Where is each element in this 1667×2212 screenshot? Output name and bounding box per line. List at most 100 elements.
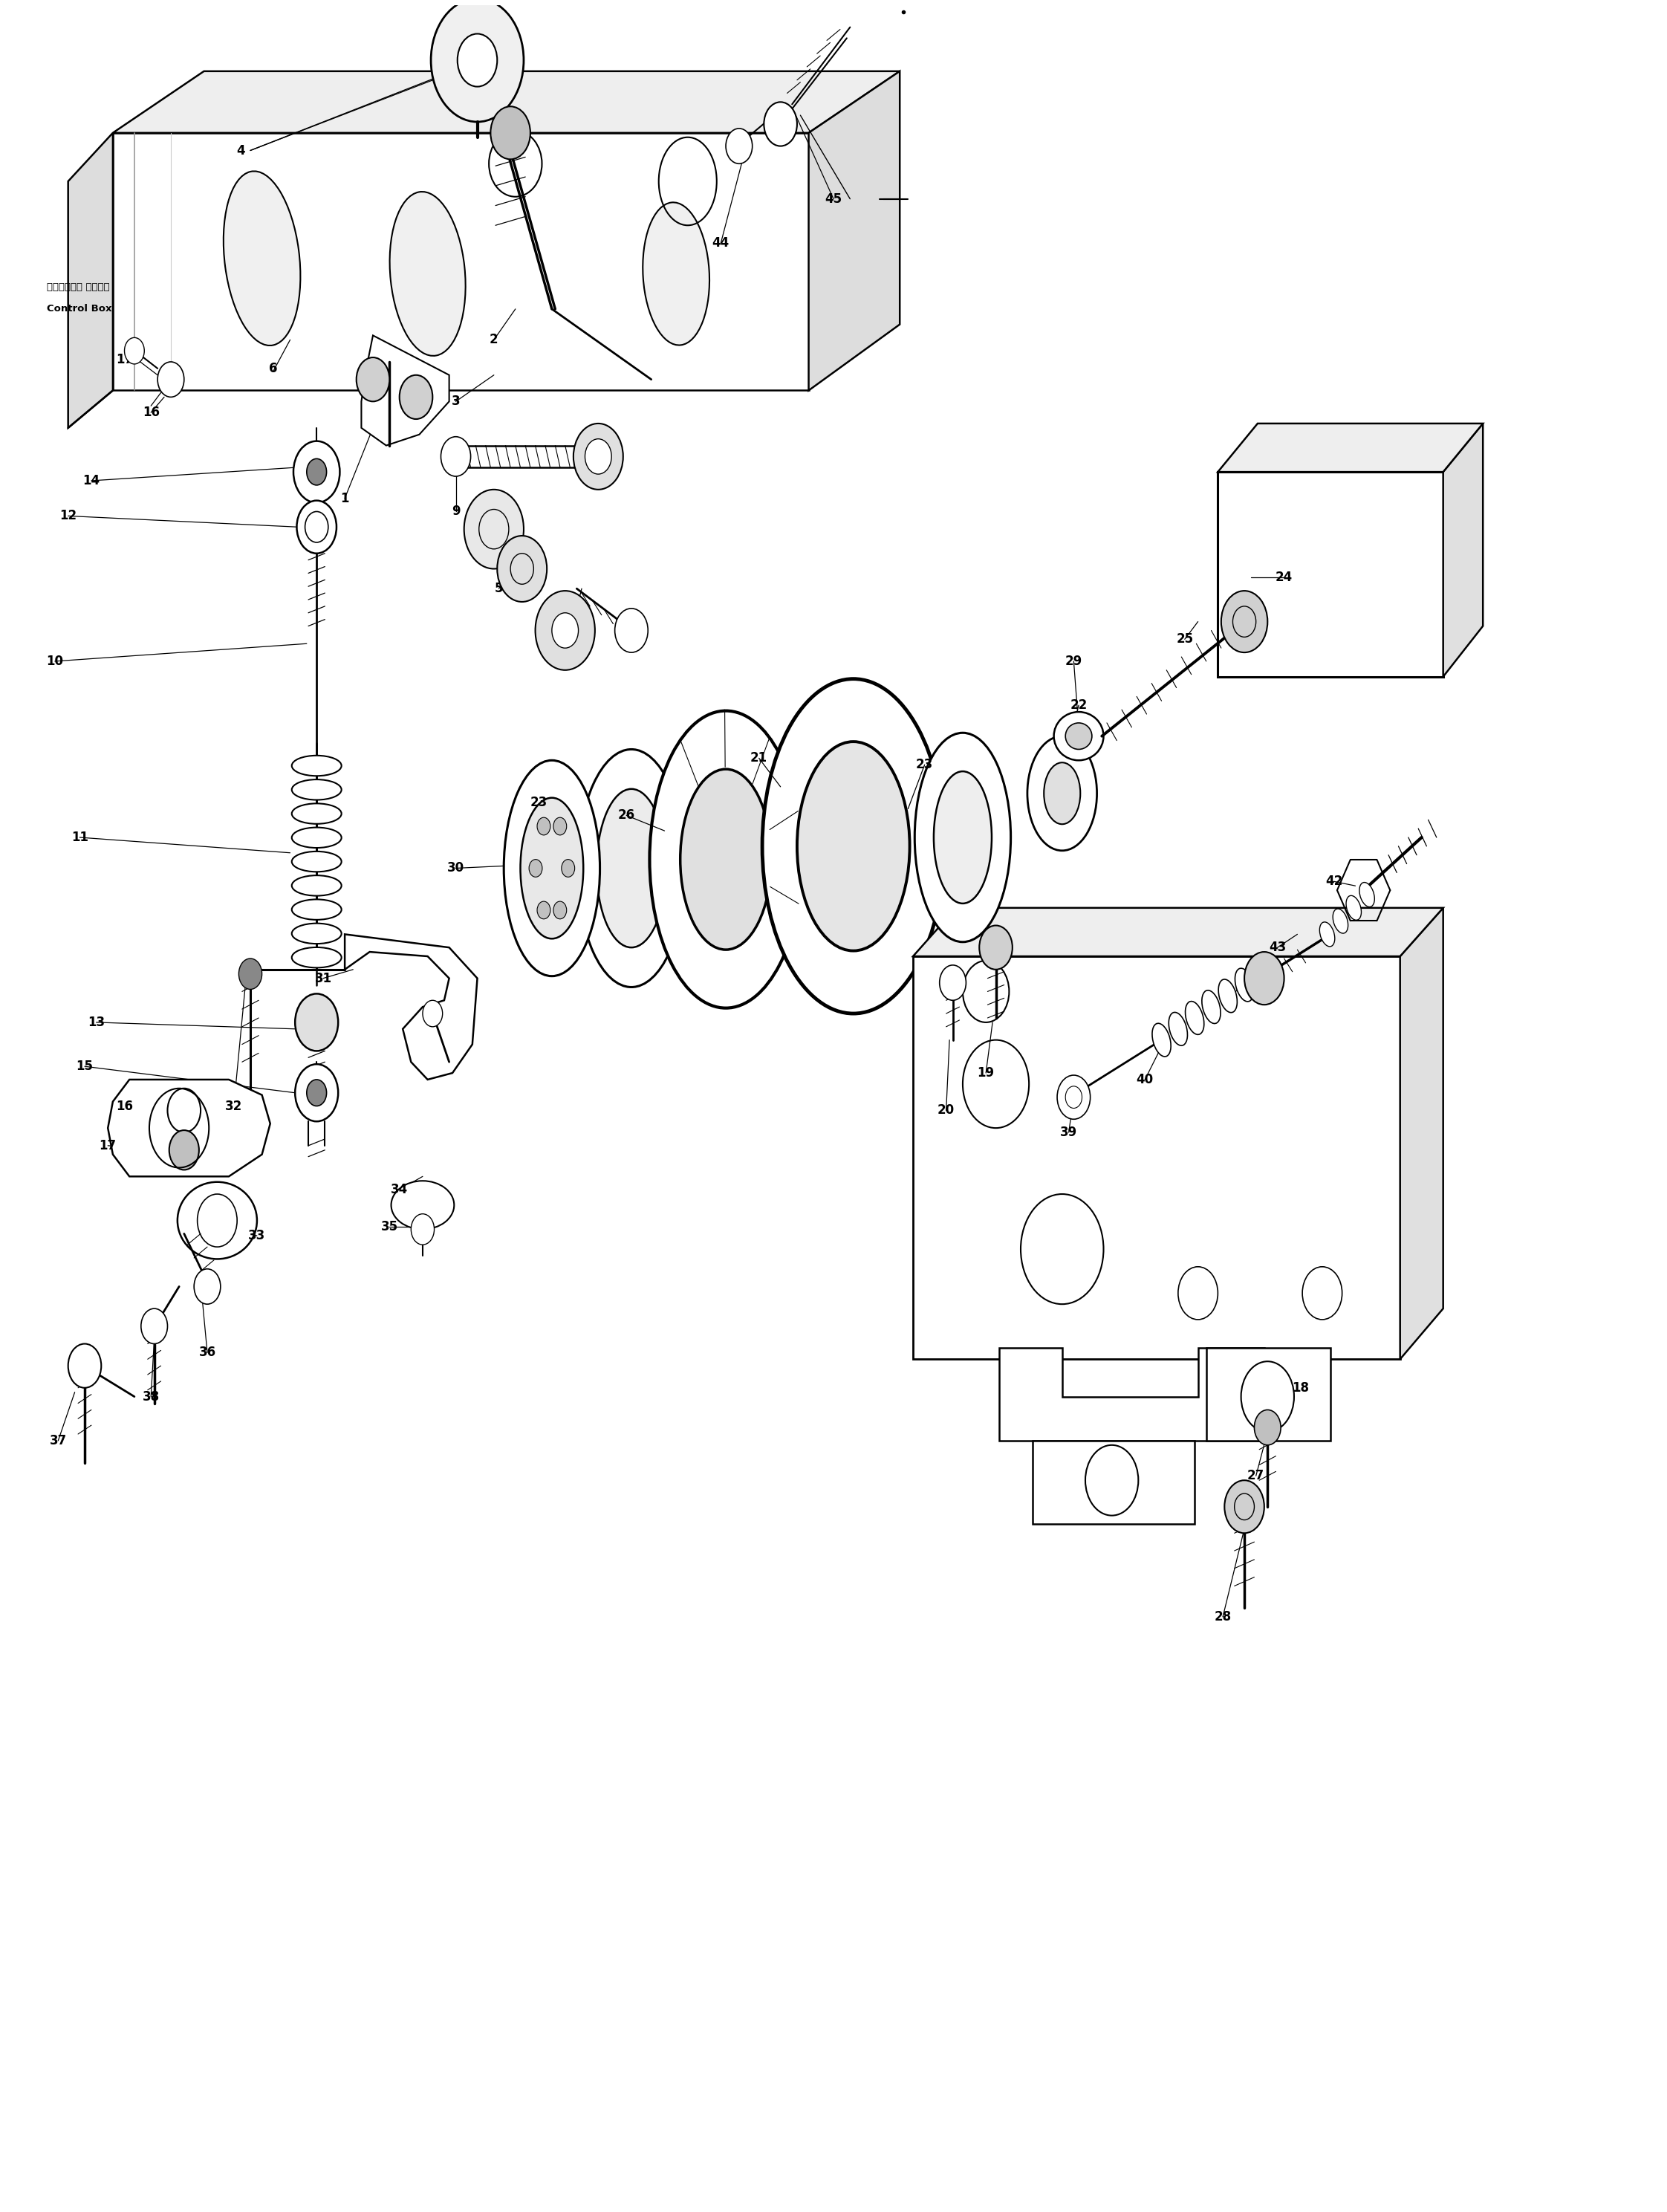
Ellipse shape	[650, 710, 802, 1009]
Circle shape	[307, 1079, 327, 1106]
Ellipse shape	[1027, 737, 1097, 852]
Circle shape	[400, 376, 432, 418]
Polygon shape	[1219, 422, 1484, 471]
Text: 35: 35	[382, 1221, 398, 1234]
Ellipse shape	[292, 852, 342, 872]
Text: 36: 36	[198, 1345, 215, 1360]
Text: 23: 23	[530, 796, 547, 810]
Circle shape	[553, 900, 567, 918]
Text: 44: 44	[712, 237, 730, 250]
Text: 40: 40	[1137, 1073, 1154, 1086]
Text: 12: 12	[60, 509, 77, 522]
Text: 45: 45	[825, 192, 842, 206]
Ellipse shape	[597, 790, 667, 947]
Ellipse shape	[1359, 883, 1375, 907]
Ellipse shape	[292, 803, 342, 823]
Ellipse shape	[1185, 1002, 1204, 1035]
Text: 38: 38	[142, 1389, 160, 1402]
Circle shape	[463, 489, 523, 568]
Text: 9: 9	[452, 504, 460, 518]
Text: 13: 13	[88, 1015, 105, 1029]
Circle shape	[238, 958, 262, 989]
Circle shape	[528, 860, 542, 876]
Text: 1: 1	[340, 491, 348, 504]
Circle shape	[1254, 1409, 1280, 1444]
Text: 37: 37	[50, 1433, 67, 1447]
Ellipse shape	[292, 757, 342, 776]
Text: 17: 17	[100, 1139, 117, 1152]
Text: 5: 5	[495, 582, 503, 595]
Ellipse shape	[177, 1181, 257, 1259]
Polygon shape	[1400, 907, 1444, 1358]
Ellipse shape	[643, 201, 710, 345]
Text: 18: 18	[1292, 1380, 1309, 1394]
Circle shape	[725, 128, 752, 164]
Circle shape	[537, 900, 550, 918]
Ellipse shape	[1347, 896, 1362, 920]
Text: 11: 11	[72, 832, 88, 845]
Ellipse shape	[520, 799, 583, 938]
Ellipse shape	[223, 170, 300, 345]
Ellipse shape	[1320, 922, 1335, 947]
Text: 2: 2	[490, 334, 498, 347]
Text: 30: 30	[447, 860, 465, 876]
Text: 6: 6	[482, 549, 490, 562]
Ellipse shape	[762, 679, 945, 1013]
Polygon shape	[914, 907, 1444, 956]
Ellipse shape	[392, 1181, 453, 1230]
Ellipse shape	[680, 770, 772, 949]
Circle shape	[423, 1000, 442, 1026]
Circle shape	[1057, 1075, 1090, 1119]
Circle shape	[125, 338, 145, 365]
Text: 16: 16	[117, 1099, 133, 1113]
Text: 25: 25	[1177, 633, 1194, 646]
Text: 4: 4	[237, 144, 245, 157]
Polygon shape	[1032, 1440, 1195, 1524]
Circle shape	[562, 860, 575, 876]
Circle shape	[440, 436, 470, 476]
Text: 15: 15	[77, 1060, 93, 1073]
Circle shape	[168, 1130, 198, 1170]
Ellipse shape	[1219, 980, 1237, 1013]
Text: Control Box: Control Box	[47, 305, 112, 314]
Circle shape	[295, 993, 338, 1051]
Ellipse shape	[292, 779, 342, 801]
Polygon shape	[1219, 471, 1444, 677]
Circle shape	[535, 591, 595, 670]
Polygon shape	[362, 336, 448, 445]
Ellipse shape	[577, 750, 685, 987]
Ellipse shape	[1235, 969, 1254, 1002]
Text: 19: 19	[977, 1066, 995, 1079]
Text: 27: 27	[1247, 1469, 1265, 1482]
Text: 22: 22	[1070, 699, 1087, 712]
Circle shape	[457, 33, 497, 86]
Text: 14: 14	[83, 473, 100, 487]
Polygon shape	[108, 1079, 270, 1177]
Circle shape	[553, 818, 567, 836]
Circle shape	[142, 1310, 167, 1343]
Polygon shape	[68, 133, 113, 427]
Circle shape	[1225, 1480, 1264, 1533]
Ellipse shape	[292, 876, 342, 896]
Ellipse shape	[934, 772, 992, 902]
Text: 6: 6	[270, 363, 278, 376]
Polygon shape	[113, 71, 900, 133]
Text: 17: 17	[115, 354, 133, 367]
Text: 39: 39	[1060, 1126, 1077, 1139]
Text: 16: 16	[142, 405, 160, 418]
Circle shape	[293, 440, 340, 502]
Circle shape	[552, 613, 578, 648]
Circle shape	[193, 1270, 220, 1305]
Circle shape	[1222, 591, 1267, 653]
Text: 7: 7	[550, 641, 560, 655]
Polygon shape	[345, 933, 477, 1079]
Ellipse shape	[1334, 909, 1349, 933]
Polygon shape	[113, 133, 808, 392]
Ellipse shape	[1152, 1024, 1170, 1057]
Text: 43: 43	[1269, 940, 1287, 953]
Circle shape	[1244, 951, 1284, 1004]
Text: 28: 28	[1214, 1610, 1232, 1624]
Polygon shape	[1444, 422, 1484, 677]
Ellipse shape	[1252, 958, 1270, 991]
Circle shape	[979, 925, 1012, 969]
